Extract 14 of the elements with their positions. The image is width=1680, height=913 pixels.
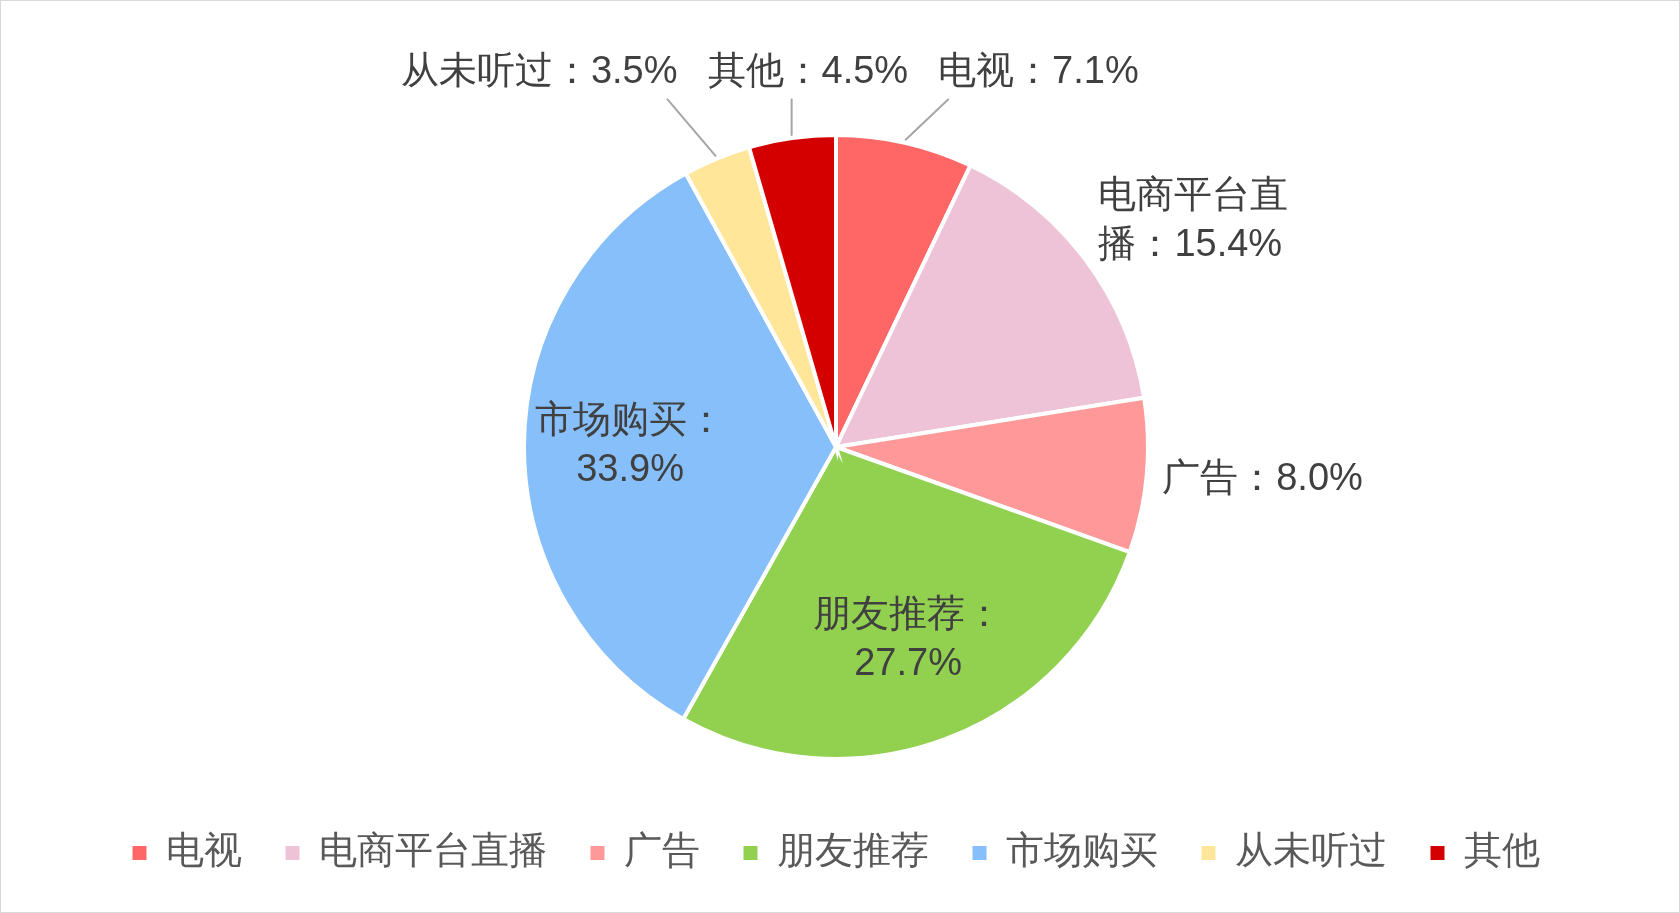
data-label: 市场购买：33.9% — [535, 397, 726, 490]
data-label: 广告：8.0% — [1162, 456, 1363, 499]
legend-label: 市场购买 — [1005, 829, 1158, 872]
legend-label: 其他 — [1463, 829, 1540, 872]
data-label: 从未听过：3.5% — [400, 49, 678, 92]
legend-label: 电商平台直播 — [318, 829, 547, 872]
legend-label: 电视 — [165, 829, 242, 872]
data-label: 其他：4.5% — [707, 49, 909, 92]
data-label: 电商平台直播：15.4% — [1098, 173, 1289, 265]
legend-label: 朋友推荐 — [776, 829, 929, 872]
legend-label: 广告 — [623, 829, 700, 872]
data-label: 电视：7.1% — [938, 49, 1139, 92]
data-label: 朋友推荐：27.7% — [813, 591, 1004, 684]
legend-label: 从未听过 — [1234, 829, 1387, 872]
